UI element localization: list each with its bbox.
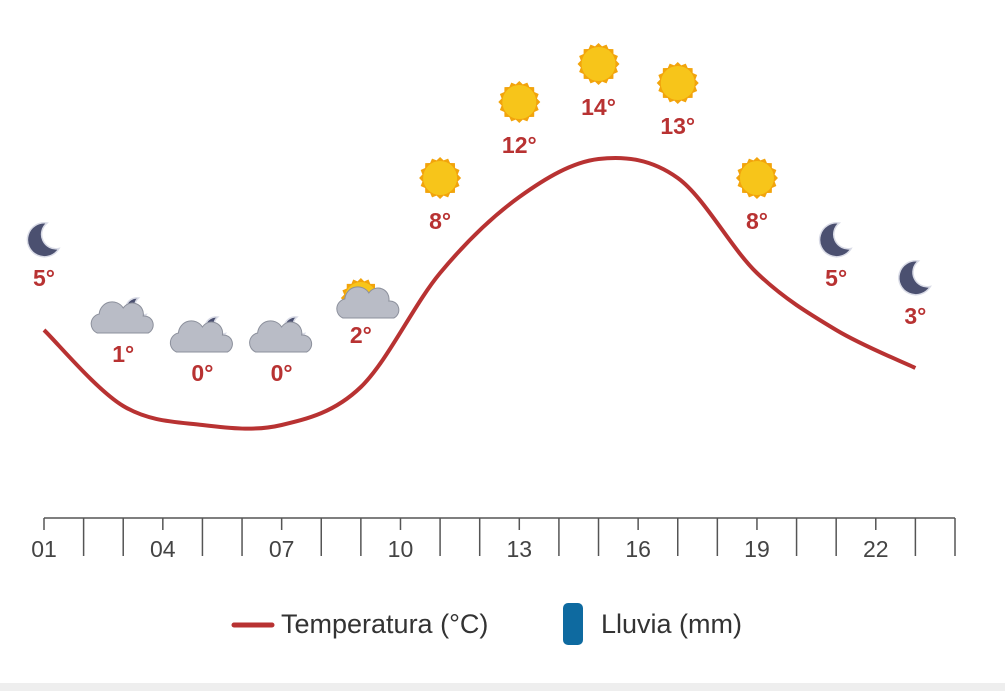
weather-icon — [336, 278, 400, 319]
value-label: 8° — [746, 208, 768, 234]
weather-icon — [818, 222, 853, 258]
moon — [818, 222, 853, 258]
x-tick-label: 10 — [388, 536, 414, 562]
value-label: 3° — [904, 303, 926, 329]
weather-icon — [735, 157, 778, 199]
x-tick-label: 22 — [863, 536, 889, 562]
weather-icon — [656, 62, 699, 104]
cloud — [336, 286, 400, 319]
value-label: 1° — [112, 341, 134, 367]
cloud — [249, 320, 313, 353]
value-label: 14° — [581, 94, 616, 120]
bottom-strip — [0, 683, 1005, 691]
weather-icon — [419, 157, 462, 199]
moon — [898, 260, 932, 296]
x-tick-label: 01 — [31, 536, 57, 562]
x-tick-label: 16 — [625, 536, 651, 562]
value-label: 5° — [825, 265, 847, 291]
sun — [739, 161, 774, 195]
legend-label: Lluvia (mm) — [601, 609, 742, 639]
value-label: 0° — [191, 360, 213, 386]
x-tick-label: 04 — [150, 536, 176, 562]
value-label: 5° — [33, 265, 55, 291]
value-label: 0° — [271, 360, 293, 386]
temperature-line — [42, 155, 917, 431]
value-label: 12° — [502, 132, 537, 158]
weather-icon — [577, 43, 620, 85]
x-tick-label: 19 — [744, 536, 770, 562]
value-label: 13° — [660, 113, 695, 139]
x-tick-label: 07 — [269, 536, 295, 562]
cloud — [90, 301, 154, 334]
weather-icon — [249, 316, 313, 353]
sun — [581, 47, 616, 81]
cloud — [169, 320, 233, 353]
weather-icon — [898, 260, 932, 296]
weather-icon — [90, 297, 154, 334]
weather-icon — [498, 81, 541, 123]
legend-label: Temperatura (°C) — [281, 609, 488, 639]
moon — [26, 222, 61, 258]
sun — [502, 85, 537, 119]
legend-swatch — [563, 603, 583, 645]
x-tick-label: 13 — [507, 536, 533, 562]
weather-icon — [26, 222, 61, 258]
sun — [660, 66, 695, 100]
weather-icon — [169, 316, 233, 353]
value-label: 8° — [429, 208, 451, 234]
value-label: 2° — [350, 322, 372, 348]
sun — [423, 161, 458, 195]
